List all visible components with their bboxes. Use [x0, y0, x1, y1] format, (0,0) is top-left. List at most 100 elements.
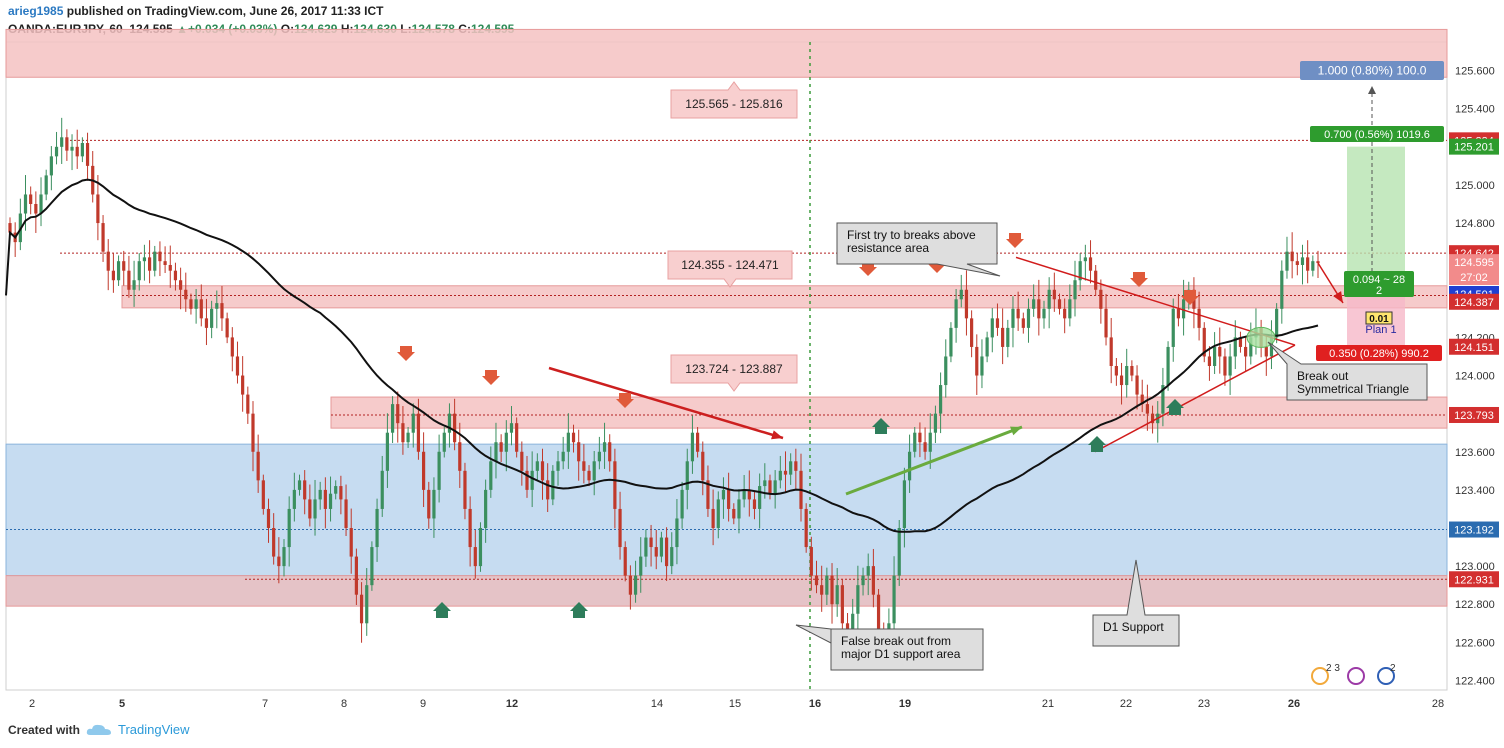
candle-body [1218, 346, 1222, 357]
x-tick-label: 12 [506, 698, 518, 710]
y-tick-label: 123.400 [1455, 485, 1495, 497]
price-tag: 27:02 [1460, 272, 1488, 284]
candle-body [261, 480, 265, 509]
candle-body [551, 470, 555, 500]
candle-body [628, 575, 632, 595]
red-down-arrow-icon [1181, 290, 1199, 305]
price-tag-bg [1449, 406, 1499, 423]
candle-body [96, 194, 100, 224]
triangle-upper-line [1015, 256, 1296, 346]
candle-body [1078, 261, 1082, 281]
green-up-arrow-icon [1166, 399, 1184, 415]
candle-body [716, 499, 720, 528]
candle-body [783, 470, 788, 475]
lot-size: 0.01 [1369, 314, 1389, 325]
candle-body [835, 585, 839, 605]
note-first-try-bg [836, 222, 1001, 277]
candle-body [225, 318, 229, 338]
candle-body [995, 318, 1000, 328]
candle-body [1202, 327, 1206, 357]
candle-body [933, 413, 938, 433]
candle-body [458, 442, 462, 471]
candle-body [385, 432, 390, 471]
tradingview-brand[interactable]: TradingView [118, 722, 190, 737]
price-tag-bg [1449, 521, 1499, 538]
candle-body [928, 432, 932, 452]
candle-body [830, 575, 834, 605]
candle-body [70, 146, 74, 151]
entry-label-line1: 0.094 ~ 28 [1353, 274, 1405, 286]
candle-body [359, 594, 364, 624]
candle-body [484, 489, 488, 528]
candle-body [375, 508, 379, 548]
candle-body [732, 508, 736, 519]
red-down-arrow-icon [1130, 272, 1148, 287]
candle-body [427, 489, 431, 519]
candle-body [1244, 346, 1248, 357]
candle-body [318, 489, 322, 500]
lot-badge [1365, 311, 1393, 325]
candle-body [520, 451, 524, 471]
candle-body [1176, 308, 1181, 319]
candle-body [1021, 318, 1025, 328]
candle-body [1181, 299, 1186, 319]
candle-body [1068, 299, 1072, 319]
x-tick-label: 2 [29, 698, 35, 710]
zone-label-middle: 124.355 - 124.471 [681, 258, 779, 272]
candle-body [561, 451, 565, 462]
candle-body [1119, 375, 1124, 386]
candle-body [1073, 280, 1077, 300]
candle-body [303, 480, 307, 500]
candle-body [1150, 413, 1155, 424]
price-tag-bg [1449, 269, 1499, 285]
candle-body [964, 289, 969, 319]
candle-body [758, 486, 762, 509]
candle-body [825, 575, 829, 595]
footer: Created with TradingView [8, 722, 190, 737]
candle-body [365, 585, 369, 624]
candle-body [1088, 257, 1093, 271]
candle-body [1145, 404, 1149, 414]
candle-body [613, 461, 617, 509]
target-label-bg [1300, 61, 1444, 80]
candle-body [608, 442, 612, 462]
candle-body [297, 480, 302, 490]
candle-body [685, 461, 689, 490]
candle-body [85, 143, 90, 166]
candle-body [918, 432, 922, 443]
note-breakout-line: Break out [1297, 369, 1349, 383]
candle-body [773, 480, 777, 494]
candle-body [204, 318, 209, 328]
candle-body [1285, 251, 1289, 271]
candle-body [173, 270, 178, 281]
candle-body [1032, 299, 1036, 309]
candle-body [752, 499, 757, 509]
take-profit-zone [1347, 146, 1405, 281]
candle-body [664, 537, 669, 567]
candle-body [556, 461, 560, 471]
candle-body [210, 308, 214, 328]
candle-body [142, 257, 147, 262]
candle-body [571, 432, 576, 443]
candle-body [489, 461, 493, 490]
projected-move-arrow-head [1333, 291, 1343, 303]
candle-body [1125, 366, 1129, 386]
candle-body [876, 594, 881, 633]
candle-body [468, 508, 472, 548]
tradingview-cloud-icon [86, 724, 112, 735]
candle-body [334, 486, 338, 494]
y-tick-label: 122.600 [1455, 637, 1495, 649]
candle-body [1047, 289, 1051, 309]
candle-body [1316, 261, 1320, 264]
event-count: 2 3 [1326, 663, 1340, 674]
candle-body [975, 346, 979, 376]
candle-body [189, 299, 193, 309]
candle-body [1269, 337, 1274, 357]
price-tag: 122.931 [1454, 574, 1494, 586]
chart-header-line1: arieg1985 published on TradingView.com, … [8, 4, 384, 18]
author-link[interactable]: arieg1985 [8, 4, 64, 18]
candle-body [323, 489, 327, 509]
candle-body [60, 137, 64, 147]
take-profit-label-bg [1310, 126, 1444, 142]
